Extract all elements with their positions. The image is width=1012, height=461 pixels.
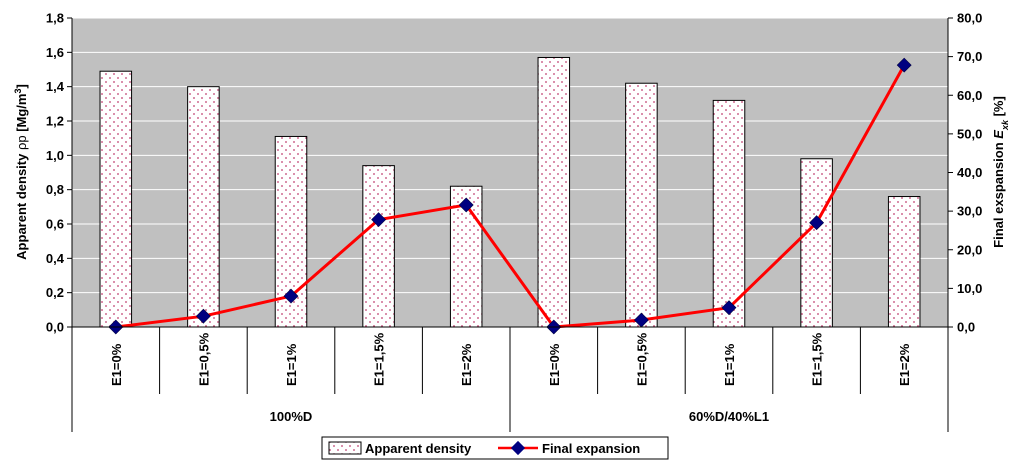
- bar: [537, 56, 571, 328]
- right-tick-label: 30,0: [957, 204, 982, 219]
- left-tick-label: 0,4: [46, 251, 65, 266]
- category-label: E1=1,5%: [810, 332, 825, 386]
- right-tick-label: 10,0: [957, 281, 982, 296]
- right-tick-label: 0,0: [957, 320, 975, 335]
- right-axis-title: Final exspansion Exk [%]: [991, 96, 1010, 248]
- left-tick-label: 1,4: [46, 79, 65, 94]
- legend-label-apparent-density: Apparent density: [365, 441, 472, 456]
- category-label: E1=0%: [109, 343, 124, 386]
- bar: [800, 158, 833, 328]
- bar: [887, 196, 921, 328]
- right-tick-label: 20,0: [957, 242, 982, 257]
- left-tick-label: 0,0: [46, 320, 64, 335]
- left-tick-label: 1,6: [46, 45, 64, 60]
- group-label: 60%D/40%L1: [689, 409, 769, 424]
- bar: [712, 99, 746, 328]
- category-label: E1=2%: [897, 343, 912, 386]
- left-tick-label: 0,6: [46, 217, 64, 232]
- category-axis-table: E1=0% E1=0,5% E1=1% E1=1,5% E1=2% E1=0% E1=0,5…: [71, 326, 949, 432]
- legend-label-final-expansion: Final expansion: [542, 441, 640, 456]
- legend-swatch-apparent-density: [328, 441, 362, 455]
- category-label: E1=1%: [722, 343, 737, 386]
- right-tick-label: 60,0: [957, 88, 982, 103]
- left-axis-title: Apparent density ρp [Mg/m3]: [13, 84, 29, 260]
- right-tick-label: 40,0: [957, 165, 982, 180]
- right-tick-label: 80,0: [957, 11, 982, 26]
- expansion-marker: [721, 300, 737, 316]
- bar: [99, 70, 133, 328]
- left-tick-label: 1,8: [46, 11, 64, 26]
- expansion-marker: [195, 308, 211, 324]
- category-label: E1=1,5%: [372, 332, 387, 386]
- bar: [362, 165, 395, 328]
- line-series: [108, 57, 912, 335]
- legend-box: [321, 436, 669, 460]
- legend: Apparent density Final expansion: [321, 436, 669, 460]
- bar: [187, 86, 220, 328]
- category-label: E1=0,5%: [196, 332, 211, 386]
- bar-series: [99, 56, 921, 328]
- expansion-marker: [458, 197, 474, 213]
- bar: [625, 82, 658, 328]
- legend-marker-final-expansion: [510, 440, 526, 456]
- expansion-marker: [371, 212, 387, 228]
- left-tick-label: 1,2: [46, 114, 64, 129]
- expansion-marker: [896, 57, 912, 73]
- right-tick-label: 70,0: [957, 49, 982, 64]
- right-tick-label: 50,0: [957, 126, 982, 141]
- category-label: E1=1%: [284, 343, 299, 386]
- left-axis-ticks: 0,0 0,2 0,4 0,6 0,8 1,0 1,2 1,4 1,6 1,8: [46, 11, 72, 335]
- right-axis-ticks: 0,0 10,0 20,0 30,0 40,0 50,0 60,0 70,0 80,0: [948, 11, 982, 335]
- left-tick-label: 0,2: [46, 285, 64, 300]
- left-tick-label: 0,8: [46, 182, 64, 197]
- expansion-marker: [809, 215, 825, 231]
- category-label: E1=0%: [547, 343, 562, 386]
- expansion-line: [115, 64, 906, 329]
- group-label: 100%D: [270, 409, 313, 424]
- expansion-marker: [283, 288, 299, 304]
- category-label: E1=2%: [459, 343, 474, 386]
- category-label: E1=0,5%: [634, 332, 649, 386]
- left-tick-label: 1,0: [46, 148, 64, 163]
- expansion-marker: [633, 312, 649, 328]
